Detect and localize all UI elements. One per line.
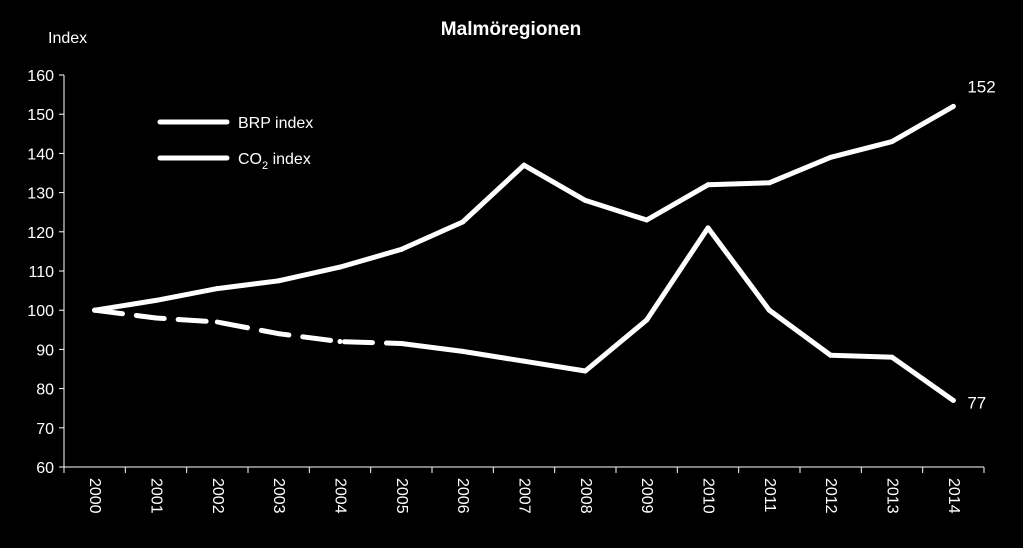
- data-point: [521, 358, 527, 364]
- data-point: [705, 182, 711, 188]
- x-tick-label: 2010: [700, 478, 717, 514]
- data-point: [276, 278, 282, 284]
- data-point: [276, 331, 282, 337]
- legend-label-brp: BRP index: [238, 115, 313, 132]
- legend-label-co2-sub: 2: [262, 160, 268, 172]
- data-point: [889, 139, 895, 145]
- x-tick-label: 2004: [332, 478, 349, 514]
- legend: BRP index CO2 index: [157, 115, 313, 172]
- x-tick-label: 2006: [454, 478, 471, 514]
- x-tick-label: 2000: [86, 478, 103, 514]
- y-tick-label: 140: [27, 146, 54, 163]
- end-label-co2: 77: [967, 393, 986, 412]
- y-tick-label: 160: [27, 68, 54, 85]
- y-tick-label: 120: [27, 225, 54, 242]
- data-point: [582, 368, 588, 374]
- data-point: [153, 315, 159, 321]
- y-tick-label: 100: [27, 303, 54, 320]
- y-tick-label: 80: [36, 382, 54, 399]
- x-tick-label: 2011: [761, 478, 778, 513]
- series-line-dashed-1: [92, 307, 404, 346]
- data-point: [92, 307, 98, 313]
- x-tick-label: 2012: [822, 478, 839, 514]
- x-tick-label: 2009: [638, 478, 655, 514]
- data-point: [337, 339, 343, 345]
- data-point: [766, 180, 772, 186]
- axes: [63, 75, 984, 468]
- data-point: [644, 217, 650, 223]
- y-axis-ticks: 60 70 80 90 100 110 120 130 140 150 160: [27, 68, 64, 477]
- y-tick-label: 130: [27, 186, 54, 203]
- data-point: [214, 319, 220, 325]
- data-point: [889, 354, 895, 360]
- y-tick-label: 110: [28, 264, 54, 281]
- legend-label-co2-rest: index: [268, 151, 311, 168]
- series-group: [92, 103, 956, 403]
- y-tick-label: 150: [27, 107, 54, 124]
- y-tick-label: 70: [36, 421, 54, 438]
- series-line-0: [92, 103, 956, 313]
- series-line-1: [398, 225, 956, 403]
- data-point: [214, 286, 220, 292]
- data-point: [644, 317, 650, 323]
- x-tick-label: 2013: [884, 478, 901, 514]
- legend-label-co2-main: CO: [238, 151, 262, 168]
- data-point: [521, 162, 527, 168]
- data-point: [398, 246, 404, 252]
- data-point: [828, 154, 834, 160]
- y-tick-label: 60: [36, 460, 54, 477]
- data-point: [582, 197, 588, 203]
- end-label-brp: 152: [967, 77, 995, 96]
- x-tick-label: 2005: [393, 478, 410, 514]
- y-axis-label: Index: [48, 30, 87, 47]
- x-tick-label: 2014: [945, 478, 962, 514]
- data-point: [460, 348, 466, 354]
- data-point: [766, 307, 772, 313]
- x-tick-label: 2008: [577, 478, 594, 514]
- data-point: [337, 264, 343, 270]
- y-tick-label: 90: [36, 342, 54, 359]
- x-tick-label: 2007: [516, 478, 533, 514]
- data-point: [153, 297, 159, 303]
- data-point: [705, 225, 711, 231]
- x-axis-ticks: 2000 2001 2002 2003 2004 2005 2006 2007 2008 2009…: [63, 467, 985, 514]
- data-point: [460, 219, 466, 225]
- legend-label-co2: CO2 index: [238, 151, 311, 172]
- x-tick-label: 2003: [270, 478, 287, 514]
- chart-title: Malmöregionen: [441, 19, 581, 40]
- data-point: [950, 397, 956, 403]
- data-point: [828, 352, 834, 358]
- x-tick-label: 2001: [148, 478, 165, 514]
- data-point: [398, 341, 404, 347]
- x-tick-label: 2002: [209, 478, 226, 514]
- data-point: [950, 103, 956, 109]
